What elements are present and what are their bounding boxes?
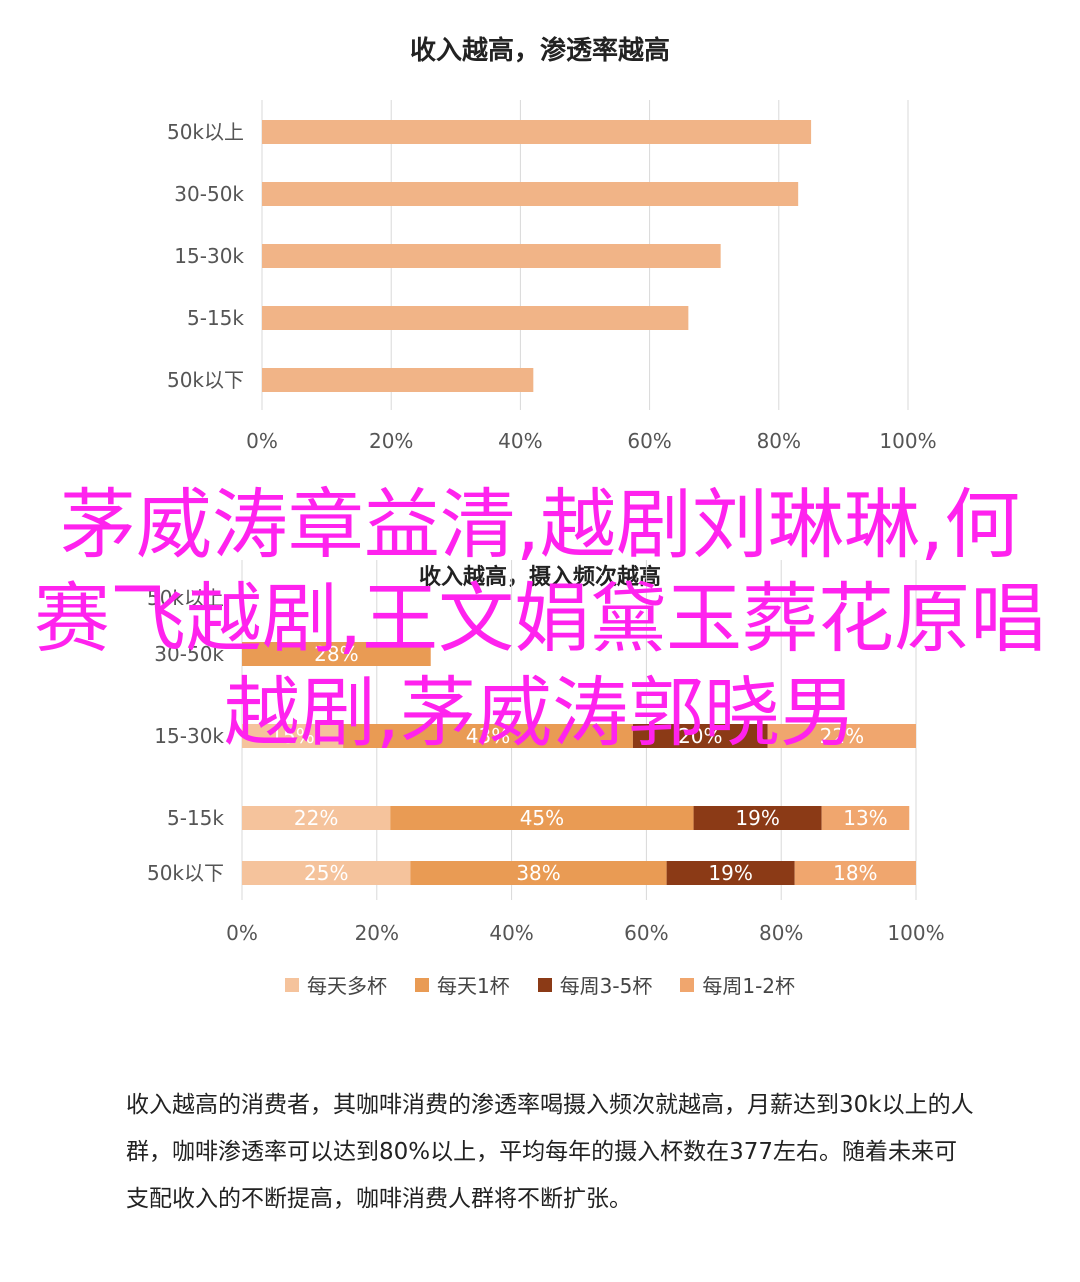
chart2-data-label: 22%: [294, 806, 338, 830]
chart2-x-tick-label: 100%: [887, 921, 944, 945]
legend-item: 每周1-2杯: [680, 970, 795, 999]
chart2-data-label: 20%: [678, 724, 722, 748]
chart1-category-label: 15-30k: [174, 244, 244, 268]
chart1-x-tick-label: 100%: [879, 429, 936, 453]
chart2-data-label: 13%: [843, 806, 887, 830]
chart1-x-tick-label: 20%: [369, 429, 413, 453]
chart2-bar-segment: [666, 861, 795, 885]
legend-label: 每天多杯: [306, 974, 387, 998]
chart2-bar-segment: [693, 806, 822, 830]
chart2-bar-segment: [767, 724, 916, 748]
legend-item: 每天1杯: [414, 970, 510, 999]
legend-swatch: [414, 977, 429, 992]
chart2-category-label: 15-30k: [154, 724, 224, 748]
chart2-data-label: 15%: [270, 724, 314, 748]
legend-label: 每周3-5杯: [559, 974, 653, 998]
chart2-bar-segment: [390, 806, 694, 830]
legend-item: 每周3-5杯: [537, 970, 653, 999]
chart1-category-label: 50k以上: [167, 120, 244, 144]
chart2-category-label: 50k以上: [147, 586, 224, 610]
chart2-bar-segment: [242, 724, 344, 748]
chart2-bar-segment: [242, 806, 391, 830]
overlay-watermark-text: 茅威涛章益清,越剧刘琳琳,何赛飞越剧,王文娟黛玉葬花原唱越剧,茅威涛郭晓男: [33, 480, 1047, 757]
chart2-bar-segment: [410, 861, 667, 885]
chart2-data-label: 43%: [466, 724, 510, 748]
legend-label: 每周1-2杯: [702, 974, 796, 998]
chart2-bar-segment: [242, 642, 431, 666]
chart2-category-label: 30-50k: [154, 642, 224, 666]
chart2-data-label: 19%: [708, 861, 752, 885]
chart2-legend: 每天多杯 每天1杯 每周3-5杯 每周1-2杯: [0, 970, 1080, 999]
chart2-data-label: 38%: [516, 861, 560, 885]
chart2-x-tick-label: 60%: [624, 921, 668, 945]
charts-canvas: 0% 20% 40% 60% 80% 100% 50k以上 30-50k 15-30k 5-15k…: [147, 100, 945, 945]
legend-label: 每天1杯: [436, 974, 510, 998]
chart1-bar: [262, 306, 689, 330]
chart2-bar-segment: [343, 724, 633, 748]
chart2-x-tick-label: 40%: [489, 921, 533, 945]
chart1-title: 收入越高，渗透率越高: [409, 36, 670, 66]
chart2-data-label: 18%: [833, 861, 877, 885]
legend-swatch: [284, 977, 299, 992]
chart2-category-label: 50k以下: [147, 861, 224, 885]
chart2-bar-segment: [794, 861, 916, 885]
chart1-x-tick-label: 0%: [246, 429, 278, 453]
chart1-category-label: 50k以下: [167, 368, 244, 392]
chart2-data-label: 45%: [520, 806, 564, 830]
legend-swatch: [680, 977, 695, 992]
chart1-x-tick-label: 80%: [757, 429, 801, 453]
chart1-bar: [262, 182, 799, 206]
chart2-data-label: 28%: [314, 642, 358, 666]
chart2-category-label: 5-15k: [167, 806, 224, 830]
chart1-bar: [262, 368, 534, 392]
chart2-data-label: 25%: [304, 861, 348, 885]
chart2-x-tick-label: 20%: [355, 921, 399, 945]
chart2-bar-segment: [821, 806, 910, 830]
legend-swatch: [537, 977, 552, 992]
legend-item: 每天多杯: [284, 970, 387, 999]
chart1-category-label: 30-50k: [174, 182, 244, 206]
chart1-x-tick-label: 40%: [498, 429, 542, 453]
chart2-data-label: 19%: [735, 806, 779, 830]
chart1-x-tick-label: 60%: [627, 429, 671, 453]
chart1-category-label: 5-15k: [187, 306, 244, 330]
chart1-bar: [262, 120, 812, 144]
chart1-bar: [262, 244, 721, 268]
chart2-bar-segment: [632, 724, 768, 748]
chart2-bar-segment: [242, 861, 411, 885]
chart2-x-tick-label: 0%: [226, 921, 258, 945]
chart2-x-tick-label: 80%: [759, 921, 803, 945]
chart2-data-label: 22%: [820, 724, 864, 748]
description-paragraph: 收入越高的消费者，其咖啡消费的渗透率喝摄入频次就越高，月薪达到30k以上的人群，…: [126, 1092, 974, 1212]
chart2-title: 收入越高，摄入频次越高: [419, 564, 661, 590]
